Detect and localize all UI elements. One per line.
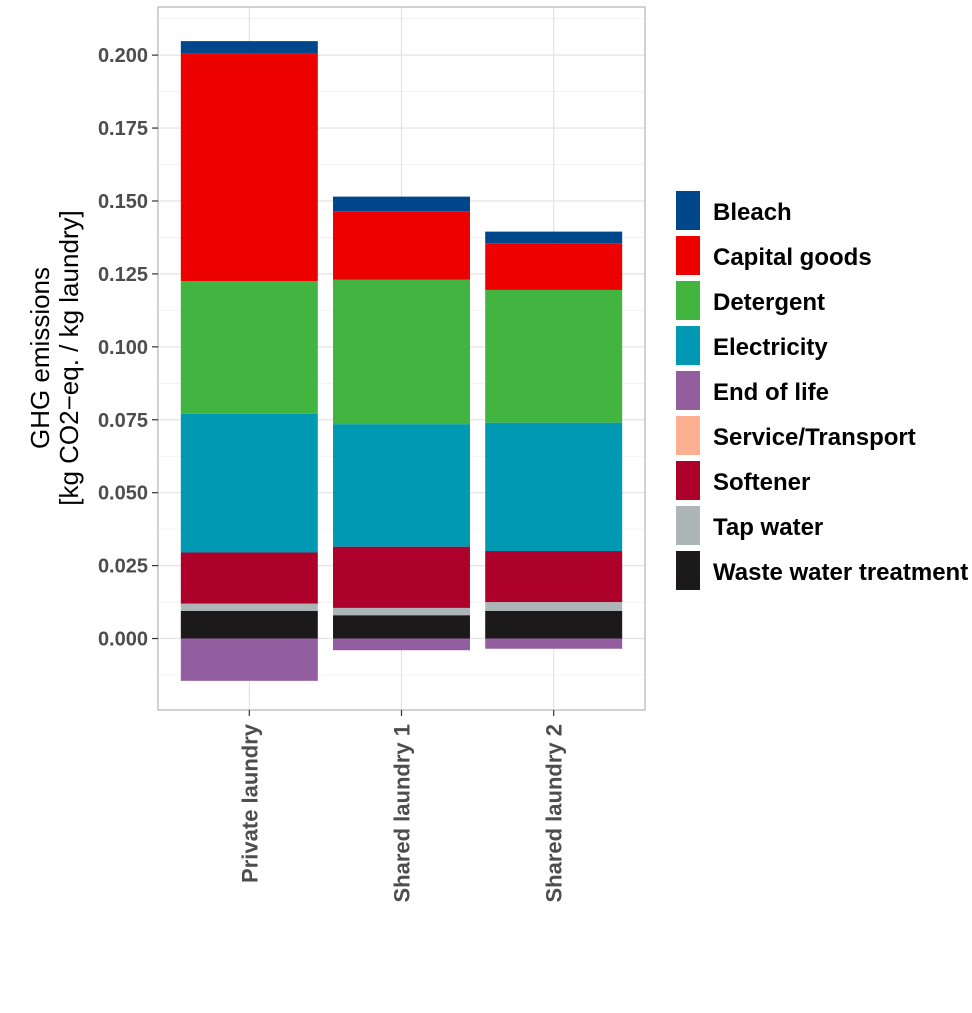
bar-segment-end-of-life xyxy=(333,638,470,651)
bar-segment-softener xyxy=(180,552,318,604)
bars xyxy=(180,41,623,681)
bar-segment-tap-water xyxy=(180,603,318,611)
y-axis-title-line-2: [kg CO2−eq. / kg laundry] xyxy=(54,210,84,506)
y-tick-label: 0.200 xyxy=(98,45,148,67)
bar-segment-bleach xyxy=(180,41,318,54)
legend-key-waste-water-treatment xyxy=(674,549,702,592)
bar-segment-electricity xyxy=(485,422,623,552)
bar-segment-waste-water-treatment xyxy=(333,615,470,639)
bar-segment-waste-water-treatment xyxy=(485,610,623,639)
bar-segment-end-of-life xyxy=(180,638,318,681)
x-tick-label: Shared laundry 2 xyxy=(542,724,567,903)
y-axis-title: GHG emissions [kg CO2−eq. / kg laundry] xyxy=(25,210,84,506)
legend-label-service-transport: Service/Transport xyxy=(713,424,916,451)
legend-label-bleach: Bleach xyxy=(713,199,792,226)
legend-key-electricity xyxy=(674,324,702,367)
legend-label-capital-goods: Capital goods xyxy=(713,244,872,271)
y-tick-label: 0.150 xyxy=(98,191,148,213)
y-tick-label: 0.025 xyxy=(98,556,148,578)
bar-segment-bleach xyxy=(333,196,470,212)
legend-label-electricity: Electricity xyxy=(713,334,828,361)
x-tick-label: Private laundry xyxy=(237,723,262,883)
bar-segment-detergent xyxy=(180,281,318,414)
x-axis-ticks: Private laundry Shared laundry 1 Shared la… xyxy=(237,710,567,903)
y-tick-label: 0.175 xyxy=(98,118,148,140)
bar-segment-capital-goods xyxy=(333,211,470,280)
bar-segment-softener xyxy=(333,546,470,608)
legend-label-detergent: Detergent xyxy=(713,289,825,316)
legend-key-service-transport xyxy=(674,414,702,457)
bar-segment-tap-water xyxy=(333,607,470,616)
bar-segment-electricity xyxy=(180,413,318,553)
bar-segment-softener xyxy=(485,551,623,603)
legend-key-detergent xyxy=(674,279,702,322)
bar-segment-detergent xyxy=(333,279,470,425)
bar-segment-capital-goods xyxy=(180,53,318,282)
y-tick-label: 0.050 xyxy=(98,483,148,505)
bar-segment-capital-goods xyxy=(485,243,623,290)
bar-segment-detergent xyxy=(485,289,623,423)
bar-segment-end-of-life xyxy=(485,638,623,649)
legend-label-end-of-life: End of life xyxy=(713,379,829,406)
legend-key-end-of-life xyxy=(674,369,702,412)
y-tick-label: 0.075 xyxy=(98,410,148,432)
bar-segment-tap-water xyxy=(485,602,623,611)
y-axis-ticks: 0.000 0.025 0.050 0.075 0.100 0.125 0.150 0.175… xyxy=(98,45,158,651)
bar-segment-electricity xyxy=(333,424,470,547)
legend-key-bleach xyxy=(674,189,702,232)
y-tick-label: 0.100 xyxy=(98,337,148,359)
legend-key-softener xyxy=(674,459,702,502)
y-axis-title-line-1: GHG emissions xyxy=(25,267,55,449)
legend-label-waste-water-treatment: Waste water treatment xyxy=(713,559,968,586)
legend-label-softener: Softener xyxy=(713,469,810,496)
bar-segment-bleach xyxy=(485,231,623,244)
legend: Bleach Capital goods Detergent Electricity E… xyxy=(674,189,968,592)
legend-key-tap-water xyxy=(674,504,702,547)
y-tick-label: 0.000 xyxy=(98,629,148,651)
y-tick-label: 0.125 xyxy=(98,264,148,286)
x-tick-label: Shared laundry 1 xyxy=(390,724,415,903)
bar-segment-waste-water-treatment xyxy=(180,610,318,639)
legend-label-tap-water: Tap water xyxy=(713,514,823,541)
legend-key-capital-goods xyxy=(674,234,702,277)
